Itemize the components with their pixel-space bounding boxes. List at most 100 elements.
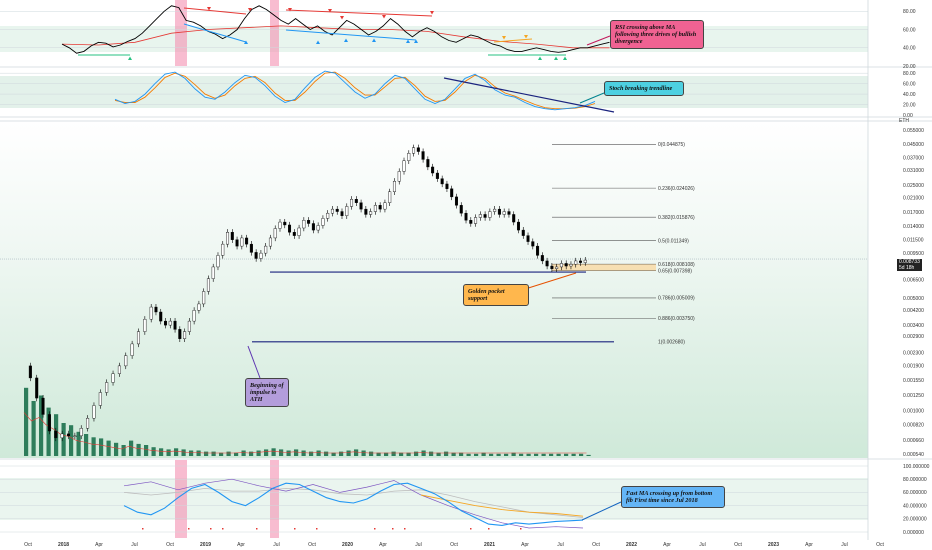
candle-body-37	[230, 232, 234, 240]
price-tick-7: 0.014000	[903, 224, 924, 230]
divergence-red-1	[183, 7, 247, 15]
candle-body-16	[124, 355, 128, 367]
candle-body-26	[178, 329, 182, 339]
x-tick-6: Apr	[237, 542, 245, 548]
volume-bar-74	[579, 453, 584, 456]
rsi-tick-1: 60.00	[903, 27, 916, 33]
x-tick-16: Oct	[592, 542, 600, 548]
candle-body-71	[392, 181, 396, 192]
volume-bar-65	[511, 452, 516, 456]
osc-fast-line	[123, 482, 584, 526]
x-tick-9: 2020	[342, 542, 353, 548]
volume-bar-6	[69, 425, 74, 456]
rsi-highlight-1	[270, 0, 279, 66]
candle-body-70	[388, 191, 392, 203]
golden-pocket-annotation: Golden pocket support	[463, 284, 529, 306]
candle-body-82	[445, 183, 449, 189]
volume-bar-16	[144, 445, 149, 456]
candle-body-72	[397, 171, 401, 182]
osc-highlight-0	[175, 460, 187, 538]
volume-bar-59	[466, 453, 471, 456]
osc-signal-dot-6	[316, 528, 318, 530]
stoch-tick-3: 20.00	[903, 102, 916, 108]
candle-body-14	[111, 373, 115, 383]
volume-bar-71	[556, 453, 561, 456]
rsi-panel[interactable]	[0, 0, 868, 66]
x-tick-18: Apr	[663, 542, 671, 548]
volume-bar-52	[414, 451, 419, 456]
candle-body-61	[345, 206, 349, 216]
candle-body-35	[221, 243, 225, 256]
stoch-annotation-connector	[579, 92, 605, 104]
candle-body-99	[526, 235, 530, 242]
candle-body-32	[206, 278, 210, 292]
osc-highlight-1	[270, 460, 279, 538]
volume-bar-37	[301, 450, 306, 456]
volume-bar-75	[586, 454, 591, 456]
osc-signal-dot-1	[188, 528, 190, 530]
candle-body-3	[41, 397, 45, 415]
candle-body-100	[531, 241, 535, 247]
candle-body-44	[264, 245, 268, 254]
volume-bar-42	[339, 451, 344, 456]
candle-body-102	[540, 255, 544, 262]
x-tick-8: Oct	[308, 542, 316, 548]
volume-bar-36	[294, 449, 299, 456]
osc-annotation-connector	[581, 501, 622, 521]
candle-body-90	[483, 214, 487, 218]
x-tick-0: Oct	[24, 542, 32, 548]
volume-bar-26	[219, 452, 224, 456]
price-panel[interactable]: 0(0.044875) 0.236(0.024026) 0.382(0.015876…	[0, 142, 868, 456]
candle-body-66	[369, 211, 373, 215]
candle-body-5	[54, 430, 58, 439]
volume-bar-17	[151, 447, 156, 456]
volume-bar-32	[264, 449, 269, 456]
fib-label-4: 0.618(0.008108)	[658, 262, 695, 268]
x-tick-15: Jul	[557, 542, 563, 548]
candle-body-62	[350, 199, 354, 207]
rsi-bull-marker-1	[538, 56, 542, 60]
candle-body-97	[516, 221, 520, 231]
candle-body-30	[197, 303, 201, 311]
rsi-ma-line	[61, 25, 610, 49]
price-tick-5: 0.021000	[903, 195, 924, 201]
volume-bar-48	[384, 452, 389, 456]
price-tick-23: 0.000540	[903, 452, 924, 458]
osc-signal-dot-10	[470, 528, 472, 530]
volume-bar-64	[504, 453, 509, 456]
volume-bar-1	[31, 401, 36, 456]
volume-bar-47	[376, 452, 381, 456]
stoch-tick-4: 0.00	[903, 113, 913, 119]
divergence-orange	[493, 38, 533, 43]
price-tick-6: 0.017000	[903, 210, 924, 216]
candle-body-76	[416, 147, 420, 152]
candle-body-18	[136, 331, 140, 345]
volume-bar-3	[46, 407, 51, 456]
rsi-line	[61, 5, 610, 54]
volume-bar-46	[369, 451, 374, 456]
volume-bar-24	[204, 451, 209, 456]
volume-bar-29	[241, 450, 246, 456]
candle-body-50	[292, 232, 296, 236]
candle-body-6	[60, 433, 64, 439]
volume-bar-13	[121, 445, 126, 456]
rsi-tick-0: 80.00	[903, 9, 916, 15]
volume-bar-40	[324, 451, 329, 456]
candle-body-64	[359, 202, 363, 210]
last-price-countdown: 5d 18h	[899, 265, 915, 271]
osc-band	[0, 478, 868, 520]
rsi-bull-marker-0	[128, 56, 132, 60]
stoch-panel[interactable]	[0, 70, 868, 113]
volume-bar-0	[24, 387, 29, 456]
volume-bar-18	[159, 448, 164, 456]
volume-bar-27	[226, 451, 231, 456]
price-tick-20: 0.001000	[903, 409, 924, 415]
x-tick-12: Oct	[450, 542, 458, 548]
candle-body-96	[512, 214, 516, 223]
candle-body-4	[47, 414, 51, 432]
candle-body-57	[326, 212, 330, 219]
osc-purple-line	[123, 478, 584, 529]
candle-body-85	[459, 205, 463, 214]
x-tick-20: Oct	[734, 542, 742, 548]
volume-bar-44	[354, 449, 359, 456]
